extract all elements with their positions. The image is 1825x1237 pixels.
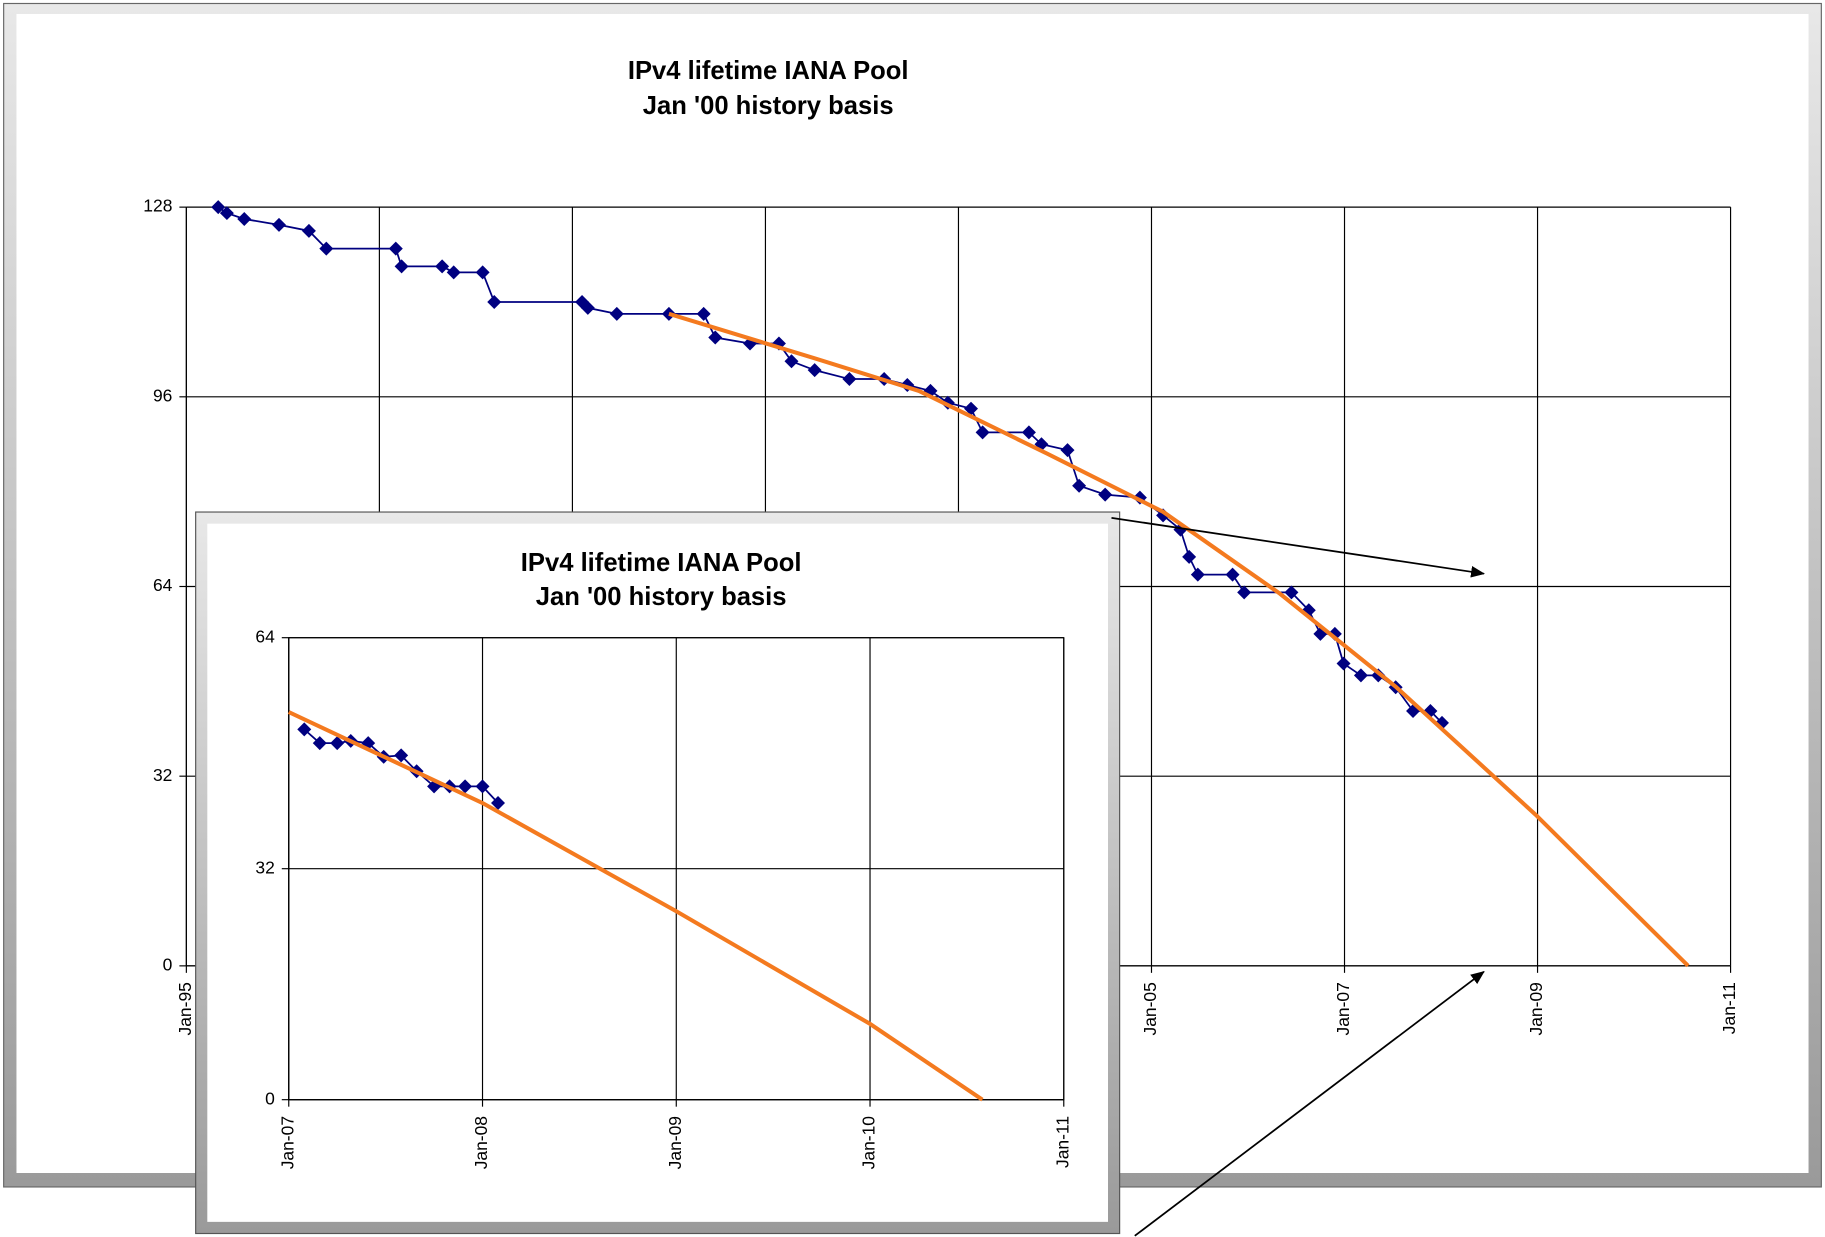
x-tick-label: Jan-10: [859, 1116, 879, 1170]
chart-title: IPv4 lifetime IANA Pool: [521, 549, 802, 577]
chart-subtitle: Jan '00 history basis: [536, 583, 787, 611]
data-point: [1237, 585, 1252, 600]
series-line: [668, 311, 1690, 968]
x-tick-label: Jan-07: [1333, 982, 1353, 1035]
data-point: [272, 217, 286, 232]
data-point: [975, 425, 990, 440]
data-point: [1190, 567, 1205, 582]
y-tick-label: 96: [153, 385, 172, 405]
data-point: [708, 330, 723, 345]
x-tick-label: Jan-09: [665, 1116, 685, 1169]
chart-title: IPv4 lifetime IANA Pool: [628, 57, 909, 85]
arrow: [1111, 516, 1486, 578]
data-point: [1225, 567, 1240, 582]
data-point: [1098, 487, 1113, 502]
arrow: [1134, 970, 1485, 1237]
data-point: [394, 748, 409, 763]
inset-chart: IPv4 lifetime IANA Pool Jan '00 history b…: [195, 511, 1121, 1235]
data-point: [297, 722, 312, 737]
x-tick-label: Jan-05: [1140, 982, 1160, 1035]
data-point: [330, 736, 345, 751]
data-point: [842, 372, 857, 387]
data-point: [1072, 478, 1087, 493]
y-tick-label: 0: [163, 954, 173, 974]
x-tick-label: Jan-95: [175, 982, 195, 1035]
y-tick-label: 32: [255, 857, 274, 877]
data-point: [435, 259, 450, 274]
chart-subtitle: Jan '00 history basis: [643, 92, 894, 120]
data-point: [458, 779, 473, 794]
y-tick-label: 64: [153, 575, 173, 595]
x-tick-label: Jan-09: [1526, 982, 1546, 1035]
x-tick-label: Jan-11: [1719, 982, 1739, 1034]
data-point: [237, 212, 252, 226]
x-tick-label: Jan-08: [471, 1116, 491, 1169]
data-point: [475, 779, 490, 794]
y-tick-label: 64: [255, 626, 275, 646]
data-point: [1182, 549, 1197, 564]
y-tick-label: 0: [265, 1088, 275, 1108]
data-point: [1284, 585, 1299, 600]
x-tick-label: Jan-07: [277, 1116, 297, 1169]
data-point: [319, 241, 334, 256]
y-tick-label: 128: [143, 196, 172, 216]
data-point: [609, 306, 624, 321]
data-point: [964, 401, 978, 416]
y-tick-label: 32: [153, 765, 172, 785]
series-line: [287, 710, 984, 1102]
data-point: [388, 241, 403, 256]
data-point: [211, 200, 226, 215]
x-tick-label: Jan-11: [1052, 1116, 1072, 1168]
data-point: [1021, 425, 1036, 440]
data-point: [1060, 443, 1075, 458]
plot-background: [207, 523, 1108, 1222]
data-point: [491, 796, 505, 810]
data-point: [394, 259, 409, 274]
data-point: [807, 363, 822, 378]
data-point: [219, 206, 234, 221]
data-point: [696, 306, 711, 321]
